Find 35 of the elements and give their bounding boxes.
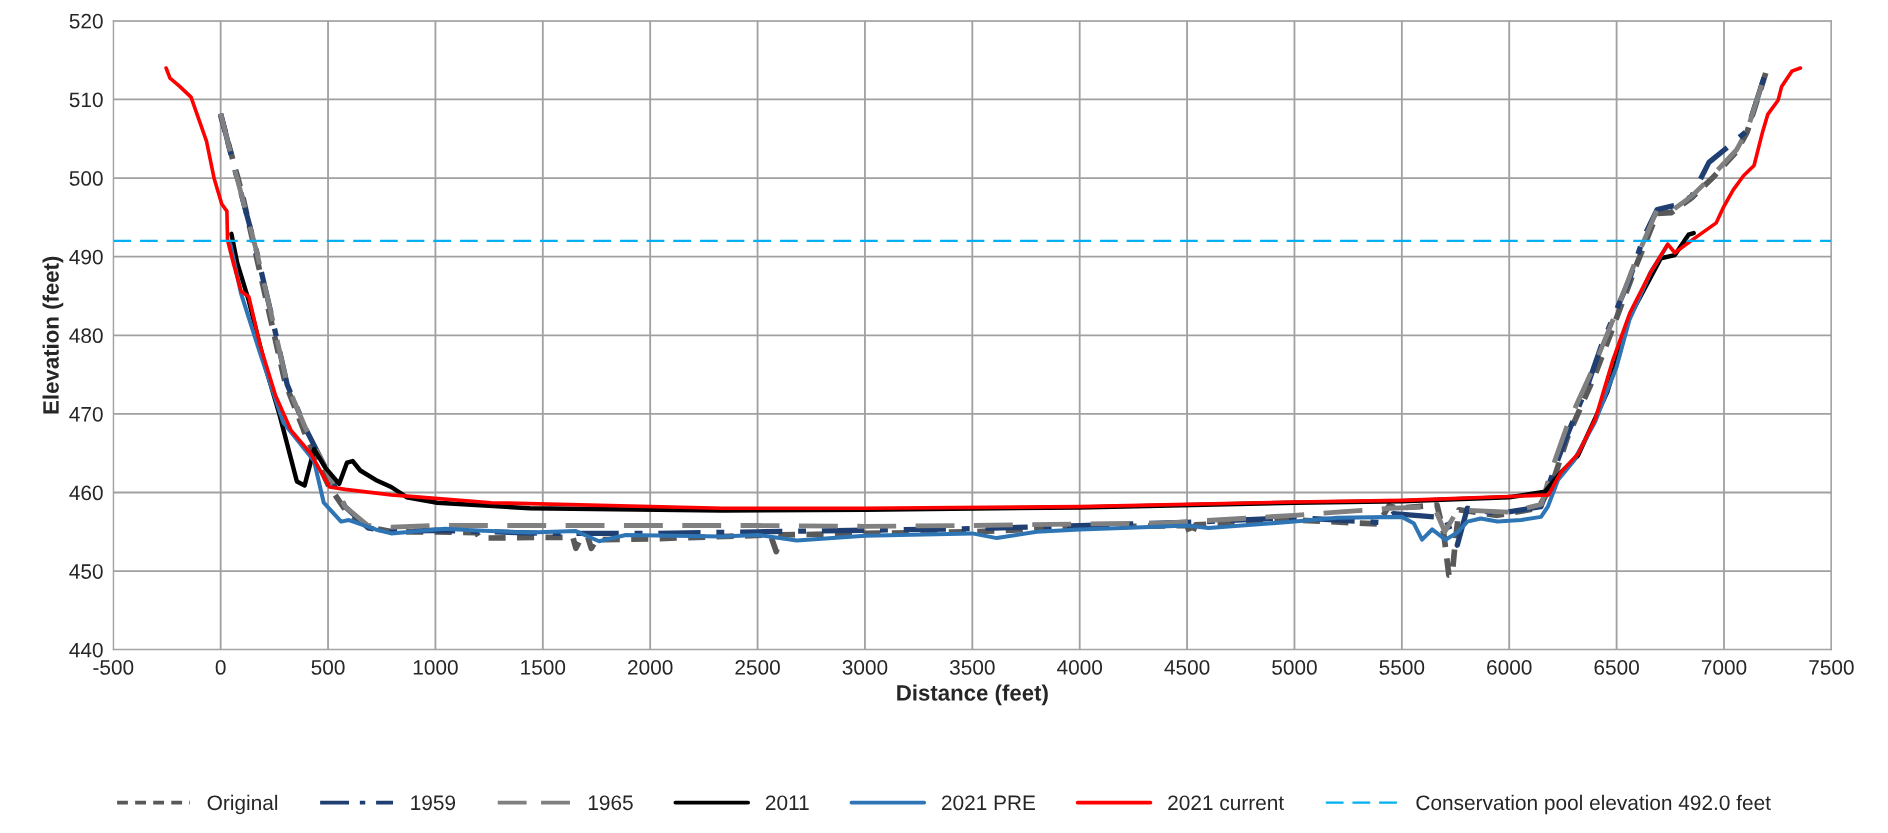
x-tick-label: 4000: [1057, 660, 1103, 675]
y-tick-label: 470: [69, 406, 103, 422]
legend-label: Original: [207, 794, 278, 815]
y-tick-label: 460: [69, 485, 103, 501]
legend-label: 2021 PRE: [941, 795, 1036, 811]
y-tick-label: 490: [69, 249, 103, 265]
x-tick-label: 1000: [413, 660, 458, 675]
x-tick-label: 1500: [521, 660, 566, 675]
x-tick-label: 3000: [842, 660, 888, 675]
x-tick-label: 6500: [1594, 660, 1639, 675]
x-tick-label: 4500: [1164, 660, 1210, 675]
x-tick-label: 500: [311, 660, 345, 675]
y-tick-label: 480: [69, 328, 103, 344]
legend-label: Conservation pool elevation 492.0 feet: [1416, 794, 1771, 815]
x-tick-label: 7500: [1809, 660, 1854, 675]
y-tick-label: 440: [69, 642, 103, 658]
x-tick-label: 0: [215, 660, 226, 675]
x-tick-label: -500: [93, 660, 134, 675]
x-tick-label: 3500: [949, 660, 995, 675]
legend-label: 2021 current: [1168, 795, 1284, 811]
legend-label: 1965: [588, 795, 633, 811]
x-axis-title: Distance (feet): [897, 684, 1048, 706]
x-tick-label: 5500: [1379, 660, 1425, 675]
y-tick-label: 520: [69, 13, 103, 29]
x-tick-label: 7000: [1701, 660, 1747, 675]
y-tick-label: 510: [69, 92, 103, 108]
x-tick-label: 5000: [1272, 660, 1317, 675]
x-tick-label: 2000: [628, 660, 673, 675]
x-tick-label: 6000: [1487, 660, 1532, 675]
y-axis-title: Elevation (feet): [42, 256, 64, 414]
legend-label: 1959: [411, 795, 456, 811]
legend-label: 2011: [765, 795, 809, 811]
y-tick-label: 450: [69, 564, 103, 579]
x-tick-label: 2500: [735, 660, 780, 675]
y-tick-label: 500: [69, 171, 103, 186]
